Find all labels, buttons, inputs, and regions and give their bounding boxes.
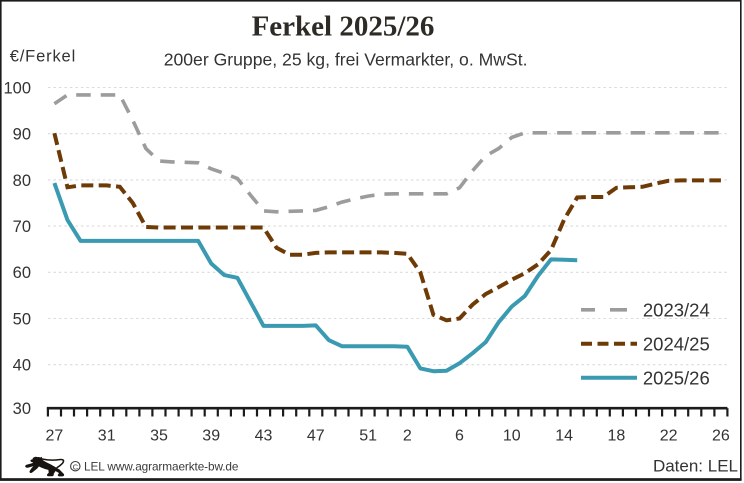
svg-text:2025/26: 2025/26 [643,368,710,389]
svg-text:51: 51 [359,428,377,445]
svg-text:40: 40 [13,357,31,375]
svg-text:€/Ferkel: €/Ferkel [10,48,76,66]
svg-text:90: 90 [13,126,31,144]
svg-text:60: 60 [13,264,31,282]
svg-text:50: 50 [13,310,31,328]
svg-text:Daten: LEL: Daten: LEL [653,456,738,475]
svg-text:35: 35 [150,428,168,445]
svg-text:2024/25: 2024/25 [643,334,710,355]
svg-text:30: 30 [13,400,31,418]
svg-text:39: 39 [202,428,220,445]
svg-text:80: 80 [13,172,31,190]
svg-text:43: 43 [255,428,273,445]
svg-text:LEL www.agrarmaerkte-bw.de: LEL www.agrarmaerkte-bw.de [84,460,239,474]
svg-text:10: 10 [503,428,521,445]
svg-text:31: 31 [98,428,116,445]
svg-text:Ferkel 2025/26: Ferkel 2025/26 [252,11,435,43]
svg-text:18: 18 [608,428,626,445]
svg-text:47: 47 [307,428,325,445]
svg-text:26: 26 [712,428,730,445]
svg-text:100: 100 [3,79,31,97]
svg-text:22: 22 [660,428,678,445]
svg-text:27: 27 [46,428,64,445]
svg-text:2023/24: 2023/24 [643,300,710,321]
svg-text:6: 6 [455,428,464,445]
svg-text:70: 70 [13,218,31,236]
svg-text:2: 2 [403,428,412,445]
svg-text:14: 14 [555,428,573,445]
svg-text:C: C [73,462,79,471]
svg-text:200er Gruppe, 25 kg, frei Verm: 200er Gruppe, 25 kg, frei Vermarkter, o.… [164,49,528,69]
